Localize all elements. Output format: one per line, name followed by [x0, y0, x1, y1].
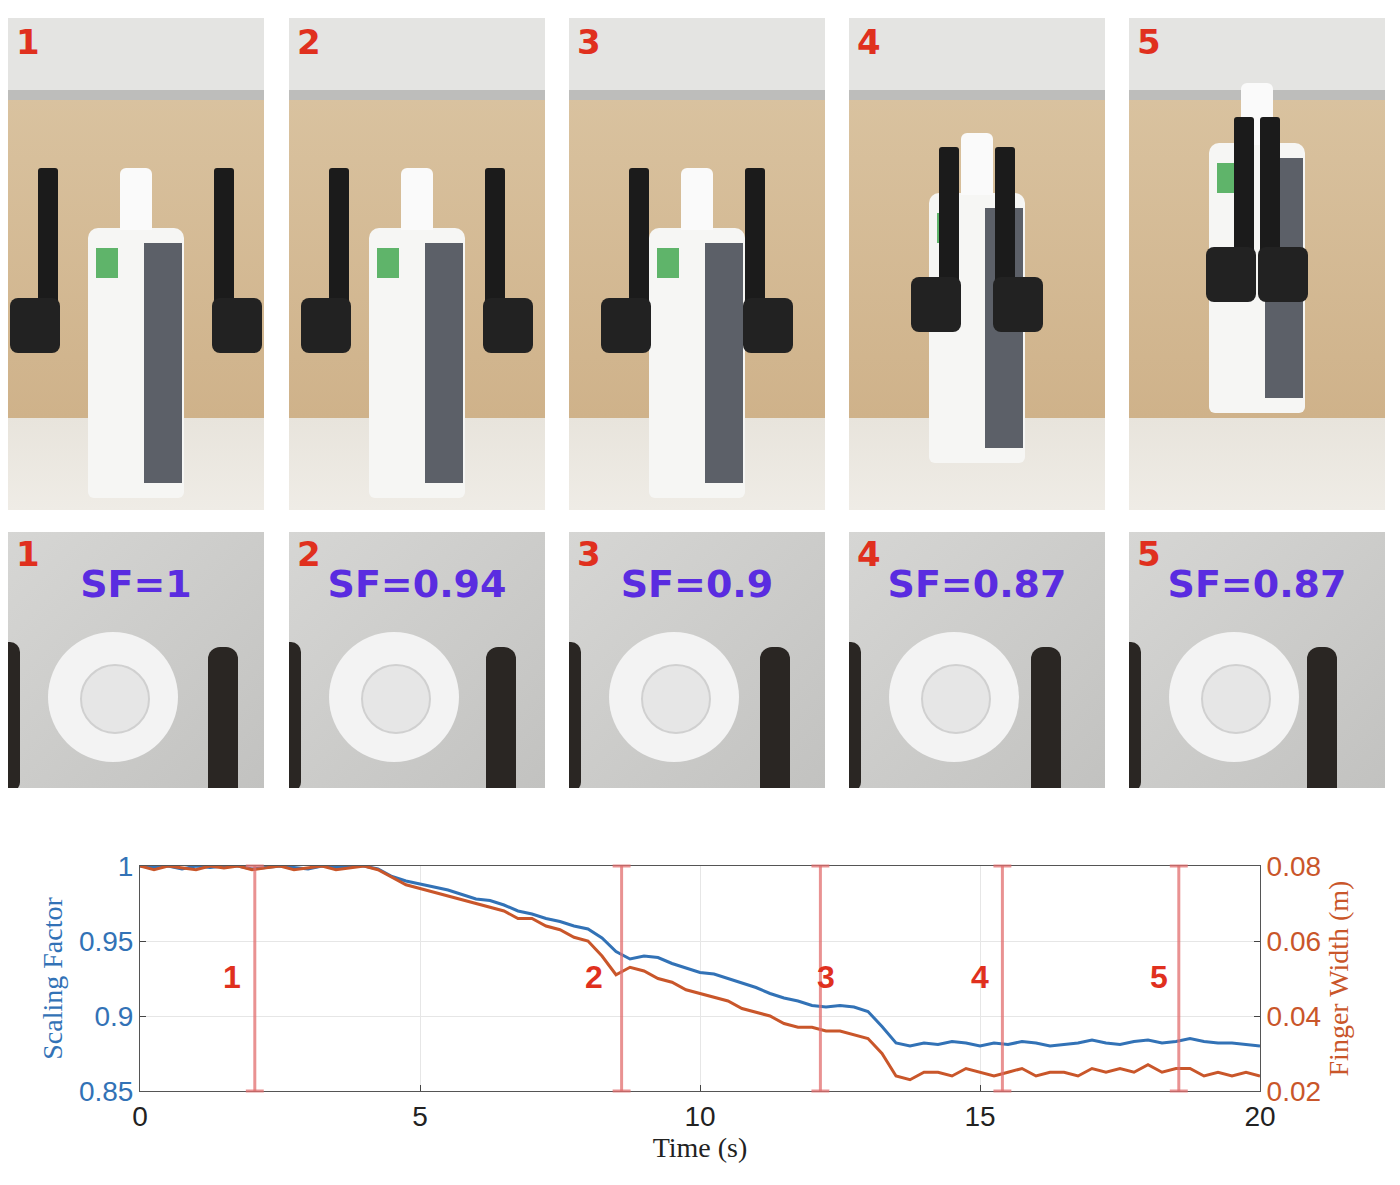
html-text:1: 1	[16, 22, 40, 62]
svg-text:0.04: 0.04	[1267, 1001, 1322, 1032]
svg-text:Finger Width (m): Finger Width (m)	[1323, 881, 1354, 1077]
svg-text:15: 15	[964, 1101, 995, 1132]
html-text:2: 2	[297, 534, 321, 574]
svg-text:1: 1	[118, 851, 134, 882]
html-text:5: 5	[1137, 534, 1161, 574]
html-text:5: 5	[1137, 22, 1161, 62]
svg-text:0: 0	[132, 1101, 148, 1132]
html-text:3: 3	[577, 22, 601, 62]
html-text:1: 1	[16, 534, 40, 574]
html-text:SF=0.87: SF=0.87	[887, 562, 1067, 606]
html-text:2: 2	[297, 22, 321, 62]
svg-text:0.02: 0.02	[1267, 1076, 1322, 1107]
svg-text:0.9: 0.9	[94, 1001, 133, 1032]
html-text:SF=1: SF=1	[80, 562, 192, 606]
svg-text:20: 20	[1244, 1101, 1275, 1132]
svg-text:0.06: 0.06	[1267, 926, 1322, 957]
svg-text:0.85: 0.85	[79, 1076, 134, 1107]
html-text:3: 3	[577, 534, 601, 574]
svg-text:Time (s): Time (s)	[653, 1132, 748, 1163]
svg-text:0.95: 0.95	[79, 926, 134, 957]
html-text:SF=0.9: SF=0.9	[620, 562, 774, 606]
svg-text:10: 10	[684, 1101, 715, 1132]
html-text:SF=0.87: SF=0.87	[1167, 562, 1347, 606]
svg-text:4: 4	[971, 959, 989, 995]
svg-text:3: 3	[817, 959, 835, 995]
html-text:4: 4	[857, 22, 881, 62]
html-text:SF=0.94: SF=0.94	[327, 562, 507, 606]
svg-text:Scaling Factor: Scaling Factor	[37, 897, 68, 1060]
svg-text:5: 5	[412, 1101, 428, 1132]
svg-text:5: 5	[1150, 959, 1168, 995]
svg-text:0.08: 0.08	[1267, 851, 1322, 882]
html-text:4: 4	[857, 534, 881, 574]
svg-text:1: 1	[223, 959, 241, 995]
svg-text:2: 2	[585, 959, 603, 995]
